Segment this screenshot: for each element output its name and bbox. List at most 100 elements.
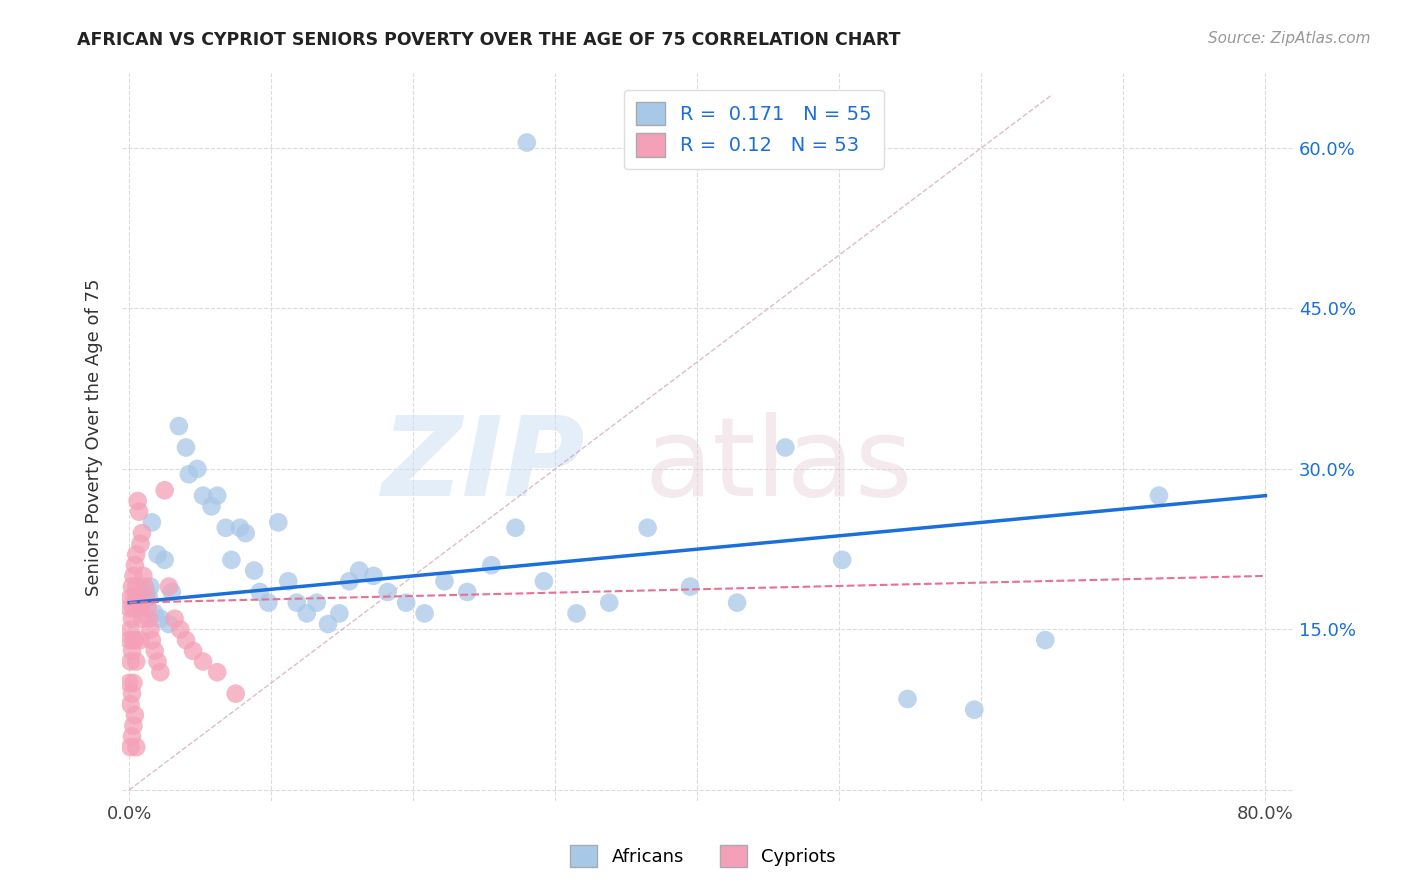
- Point: [174, 633, 197, 648]
- Point: [125, 580, 148, 594]
- Point: [1033, 633, 1056, 648]
- Point: [134, 580, 156, 594]
- Point: [229, 521, 252, 535]
- Legend: Africans, Cypriots: Africans, Cypriots: [562, 838, 844, 874]
- Point: [363, 569, 385, 583]
- Point: [316, 617, 339, 632]
- Point: [167, 419, 190, 434]
- Point: [896, 692, 918, 706]
- Point: [139, 623, 162, 637]
- Point: [267, 516, 290, 530]
- Point: [122, 569, 145, 583]
- Y-axis label: Seniors Poverty Over the Age of 75: Seniors Poverty Over the Age of 75: [86, 278, 103, 596]
- Point: [124, 633, 146, 648]
- Point: [125, 548, 148, 562]
- Point: [120, 655, 142, 669]
- Point: [143, 644, 166, 658]
- Point: [221, 553, 243, 567]
- Point: [235, 526, 257, 541]
- Point: [277, 574, 299, 589]
- Point: [122, 601, 145, 615]
- Point: [1147, 489, 1170, 503]
- Point: [153, 483, 176, 498]
- Point: [328, 607, 350, 621]
- Point: [129, 537, 152, 551]
- Point: [128, 601, 150, 615]
- Point: [963, 703, 986, 717]
- Point: [349, 564, 371, 578]
- Point: [138, 612, 160, 626]
- Point: [131, 526, 153, 541]
- Point: [181, 644, 204, 658]
- Point: [831, 553, 853, 567]
- Point: [160, 585, 183, 599]
- Point: [413, 607, 436, 621]
- Text: ZIP: ZIP: [381, 412, 585, 519]
- Point: [135, 585, 157, 599]
- Point: [200, 500, 222, 514]
- Point: [249, 585, 271, 599]
- Point: [132, 569, 155, 583]
- Point: [775, 441, 797, 455]
- Point: [516, 136, 538, 150]
- Point: [257, 596, 280, 610]
- Text: atlas: atlas: [644, 412, 912, 519]
- Point: [174, 441, 197, 455]
- Point: [121, 612, 143, 626]
- Point: [135, 591, 157, 605]
- Point: [295, 607, 318, 621]
- Point: [125, 655, 148, 669]
- Point: [377, 585, 399, 599]
- Point: [138, 591, 160, 605]
- Point: [505, 521, 527, 535]
- Point: [191, 655, 214, 669]
- Point: [337, 574, 360, 589]
- Point: [132, 596, 155, 610]
- Point: [127, 591, 149, 605]
- Point: [122, 633, 145, 648]
- Point: [124, 708, 146, 723]
- Point: [141, 516, 163, 530]
- Point: [205, 489, 228, 503]
- Point: [169, 623, 191, 637]
- Point: [122, 719, 145, 733]
- Point: [225, 687, 247, 701]
- Point: [121, 687, 143, 701]
- Point: [127, 494, 149, 508]
- Point: [153, 553, 176, 567]
- Point: [120, 740, 142, 755]
- Point: [141, 633, 163, 648]
- Point: [157, 580, 180, 594]
- Point: [157, 617, 180, 632]
- Point: [565, 607, 588, 621]
- Point: [120, 591, 142, 605]
- Point: [121, 644, 143, 658]
- Point: [637, 521, 659, 535]
- Point: [121, 730, 143, 744]
- Point: [121, 580, 143, 594]
- Point: [118, 633, 141, 648]
- Text: AFRICAN VS CYPRIOT SENIORS POVERTY OVER THE AGE OF 75 CORRELATION CHART: AFRICAN VS CYPRIOT SENIORS POVERTY OVER …: [77, 31, 901, 49]
- Point: [679, 580, 702, 594]
- Point: [305, 596, 328, 610]
- Point: [124, 591, 146, 605]
- Point: [456, 585, 478, 599]
- Point: [139, 580, 162, 594]
- Point: [433, 574, 456, 589]
- Legend: R =  0.171   N = 55, R =  0.12   N = 53: R = 0.171 N = 55, R = 0.12 N = 53: [624, 90, 883, 169]
- Point: [120, 698, 142, 712]
- Point: [725, 596, 748, 610]
- Point: [143, 607, 166, 621]
- Point: [131, 612, 153, 626]
- Point: [163, 612, 186, 626]
- Point: [136, 601, 159, 615]
- Point: [191, 489, 214, 503]
- Point: [118, 601, 141, 615]
- Point: [118, 676, 141, 690]
- Point: [149, 612, 172, 626]
- Point: [149, 665, 172, 680]
- Point: [124, 558, 146, 573]
- Point: [205, 665, 228, 680]
- Point: [146, 655, 169, 669]
- Point: [146, 548, 169, 562]
